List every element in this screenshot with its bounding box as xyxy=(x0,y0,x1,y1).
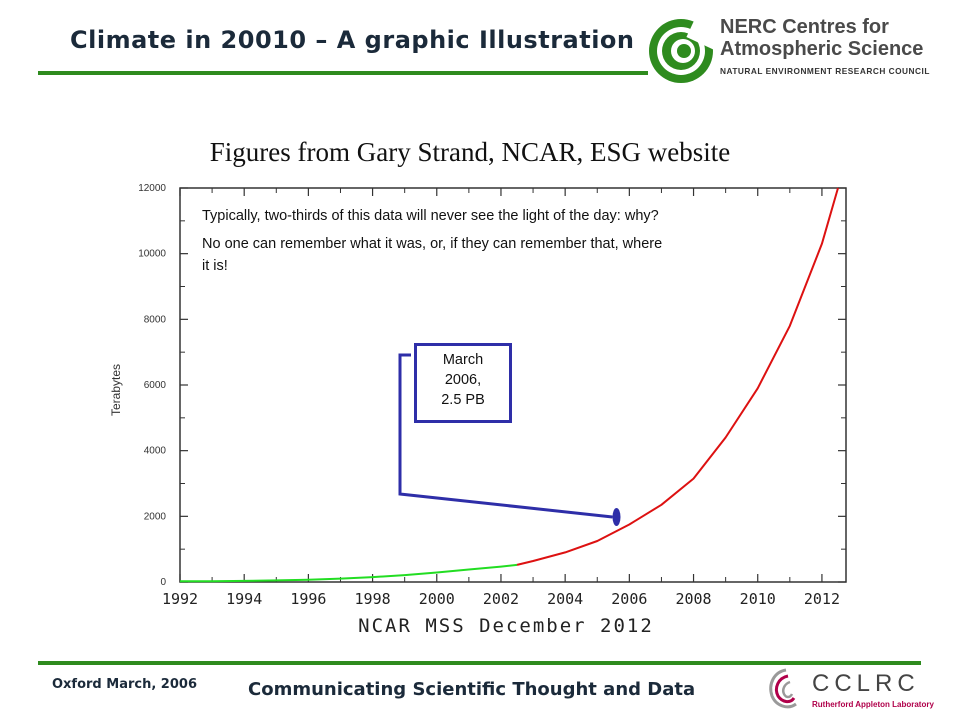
x-tick-label: 2000 xyxy=(419,590,455,608)
x-tick-label: 2002 xyxy=(483,590,519,608)
cclrc-logo: CCLRC Rutherford Appleton Laboratory xyxy=(760,666,960,716)
footer-date: Oxford March, 2006 xyxy=(52,677,197,692)
annotation-text: Typically, two-thirds of this data will … xyxy=(202,205,672,283)
callout-box: March 2006, 2.5 PB xyxy=(414,343,512,423)
footer-divider xyxy=(38,661,921,665)
x-tick-label: 2008 xyxy=(675,590,711,608)
callout-connector xyxy=(398,353,613,519)
slide-title: Climate in 20010 – A graphic Illustratio… xyxy=(70,26,635,54)
y-tick-label: 2000 xyxy=(144,511,167,522)
callout-line-1: March xyxy=(442,352,484,368)
x-tick-label: 2012 xyxy=(804,590,840,608)
annotation-paragraph-1: Typically, two-thirds of this data will … xyxy=(202,208,659,224)
y-axis-label: Terabytes xyxy=(109,364,123,416)
figure-caption: Figures from Gary Strand, NCAR, ESG webs… xyxy=(209,137,731,167)
cclrc-swirl-icon xyxy=(769,668,797,709)
chart-title: NCAR MSS December 2012 xyxy=(358,615,654,637)
x-tick-label: 2004 xyxy=(547,590,583,608)
x-tick-label: 2006 xyxy=(611,590,647,608)
nerc-logo-subtitle: NATURAL ENVIRONMENT RESEARCH COUNCIL xyxy=(720,66,930,76)
x-tick-label: 1992 xyxy=(162,590,198,608)
x-tick-label: 1996 xyxy=(290,590,326,608)
nerc-logo-line1: NERC Centres for xyxy=(720,16,889,38)
y-tick-label: 12000 xyxy=(138,183,166,194)
nerc-logo-line2: Atmospheric Science xyxy=(720,38,924,60)
footer-title: Communicating Scientific Thought and Dat… xyxy=(248,679,696,700)
nerc-logo: NERC Centres for Atmospheric Science NAT… xyxy=(646,14,946,94)
annotation-paragraph-2: No one can remember what it was, or, if … xyxy=(202,236,663,274)
callout-line-3: 2.5 PB xyxy=(441,392,485,408)
series-line-1 xyxy=(179,563,518,583)
cclrc-logo-name: CCLRC xyxy=(812,670,920,697)
x-tick-label: 1998 xyxy=(355,590,391,608)
x-tick-label: 1994 xyxy=(226,590,262,608)
storage-growth-chart: 0 2000 4000 6000 8000 10000 12000 1992 1994 1996… xyxy=(109,183,847,637)
cclrc-logo-subtitle: Rutherford Appleton Laboratory xyxy=(812,700,934,709)
x-tick-label: 2010 xyxy=(740,590,776,608)
y-tick-label: 6000 xyxy=(144,380,167,391)
y-tick-label: 10000 xyxy=(138,249,166,260)
y-tick-label: 4000 xyxy=(144,446,167,457)
nerc-swirl-icon xyxy=(649,18,716,83)
header-divider xyxy=(38,71,648,75)
y-tick-label: 0 xyxy=(160,577,166,588)
y-tick-label: 8000 xyxy=(144,314,167,325)
data-marker xyxy=(612,507,621,526)
series-line-2 xyxy=(516,187,839,566)
callout-line-2: 2006, xyxy=(444,372,482,388)
nerc-logo-title: NERC Centres for Atmospheric Science xyxy=(720,16,923,60)
